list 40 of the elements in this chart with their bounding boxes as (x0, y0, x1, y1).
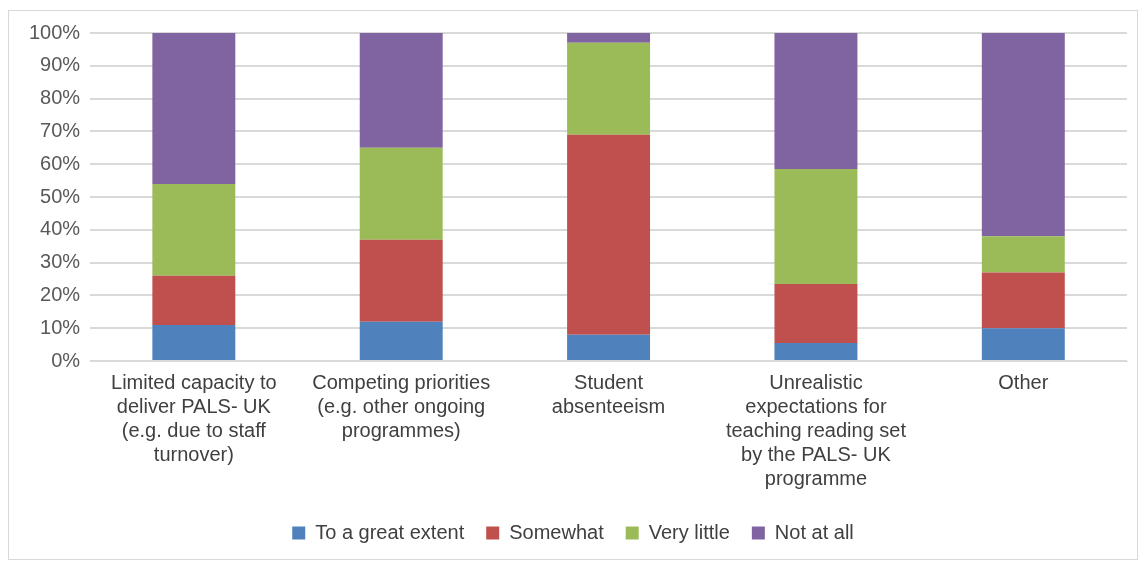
bar (567, 334, 651, 360)
bar (359, 147, 443, 240)
bar (152, 324, 236, 360)
y-tick-label: 0% (51, 348, 81, 371)
legend-label: Very little (648, 520, 730, 543)
x-tick-label: Other (998, 370, 1049, 393)
x-tick-label: Unrealistic expectations for teaching reading set by the PALS- UK programme (725, 370, 907, 489)
y-tick-label: 90% (40, 53, 81, 76)
bar (774, 169, 858, 284)
bar (567, 42, 651, 135)
bar (981, 33, 1065, 237)
y-tick-label: 80% (40, 86, 81, 109)
bar (359, 321, 443, 360)
legend-label: Not at all (774, 520, 854, 543)
bar (152, 33, 236, 184)
x-tick-label: Competing priorities (e.g. other ongoing programmes) (312, 370, 491, 441)
bar (152, 183, 236, 276)
bar (774, 342, 858, 360)
bar (567, 134, 651, 335)
bar (981, 236, 1065, 273)
bar (152, 275, 236, 325)
y-tick-label: 40% (40, 217, 81, 240)
x-tick-label: Limited capacity to deliver PALS- UK (e.g. due to staff turnover) (111, 370, 277, 465)
bar (981, 328, 1065, 360)
y-tick-label: 100% (29, 20, 81, 43)
bar (359, 33, 443, 148)
bar (774, 33, 858, 170)
y-tick-label: 30% (40, 250, 81, 273)
bar (359, 239, 443, 322)
bar (981, 272, 1065, 329)
bar (567, 33, 651, 43)
y-tick-label: 70% (40, 118, 81, 141)
y-tick-label: 60% (40, 151, 81, 174)
bar (774, 283, 858, 343)
legend-label: To a great extent (315, 520, 465, 543)
x-tick-label: Student absenteeism (551, 370, 666, 417)
y-tick-label: 10% (40, 315, 81, 338)
y-tick-label: 20% (40, 282, 81, 305)
legend-label: Somewhat (509, 520, 605, 543)
y-tick-label: 50% (40, 184, 81, 207)
